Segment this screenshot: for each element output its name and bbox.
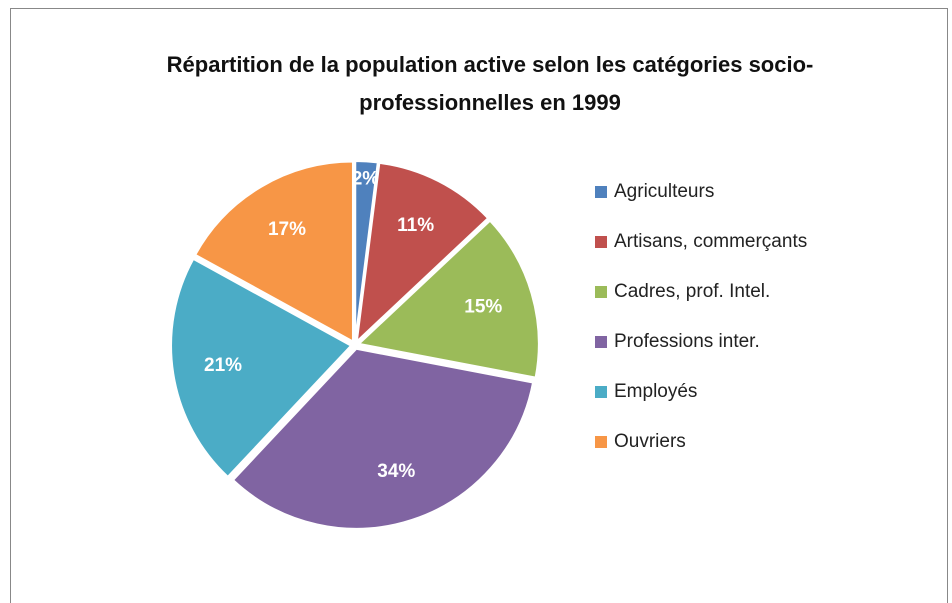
legend-swatch	[595, 186, 607, 198]
slice-label: 17%	[268, 219, 306, 240]
pie-slice	[170, 257, 353, 479]
slice-label: 34%	[377, 461, 415, 482]
chart-title: Répartition de la population active selo…	[166, 52, 814, 115]
pie-slice	[193, 160, 354, 344]
legend-label: Professions inter.	[614, 331, 760, 352]
legend-label: Ouvriers	[614, 431, 686, 452]
chart-frame	[10, 8, 948, 603]
legend-swatch	[595, 386, 607, 398]
legend-label: Agriculteurs	[614, 181, 714, 202]
slice-label: 21%	[204, 355, 242, 376]
legend-swatch	[595, 436, 607, 448]
pie-slice	[354, 160, 379, 342]
legend-swatch	[595, 336, 607, 348]
pie-slice	[231, 347, 535, 530]
legend-label: Cadres, prof. Intel.	[614, 281, 770, 302]
pie-slice	[356, 219, 540, 379]
legend-swatch	[595, 286, 607, 298]
slice-label: 15%	[464, 297, 502, 318]
pie-slice	[355, 161, 490, 345]
legend-swatch	[595, 236, 607, 248]
slice-label: 11%	[397, 215, 434, 236]
slice-label: 2%	[352, 168, 380, 189]
legend-label: Employés	[614, 381, 697, 402]
legend-label: Artisans, commerçants	[614, 231, 807, 252]
